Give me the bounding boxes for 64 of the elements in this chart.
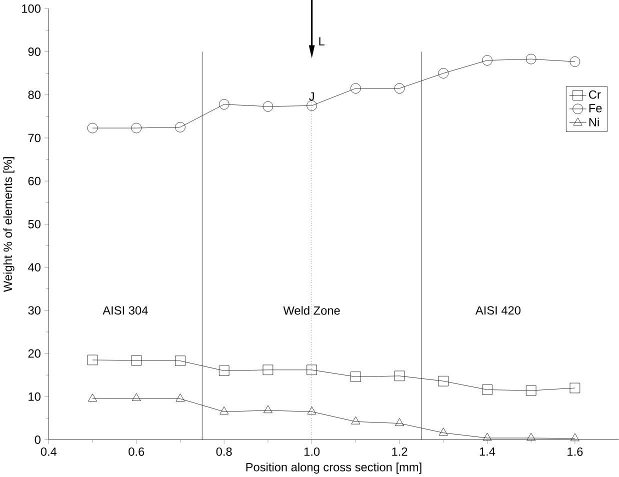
point (351, 416, 360, 424)
annotation: L (319, 37, 324, 46)
point (87, 122, 98, 134)
point (526, 385, 536, 396)
y-tick-label: 90 (28, 48, 41, 56)
point (394, 83, 405, 94)
point (570, 382, 580, 394)
point (218, 99, 230, 110)
point (394, 370, 405, 382)
point (570, 56, 580, 67)
point (350, 372, 361, 382)
y-tick-label: 80 (28, 90, 41, 100)
y-tick-label: 70 (28, 134, 41, 142)
y-tick-label: 100 (22, 4, 41, 13)
point (132, 393, 141, 402)
x-tick-label: 1.0 (304, 447, 320, 456)
point (175, 122, 186, 132)
y-tick-label: 20 (28, 349, 41, 358)
annotation: AISI 304 (102, 306, 148, 315)
y-tick-label: 50 (28, 220, 41, 228)
point (307, 406, 316, 414)
x-tick-label: 0.6 (128, 447, 144, 456)
x-tick-label: 0.8 (216, 447, 232, 456)
x-tick-label: 1.4 (480, 447, 496, 456)
point (306, 100, 317, 111)
point (220, 406, 229, 414)
y-tick-label: 60 (28, 176, 41, 186)
point (131, 122, 142, 134)
annotation: Weld Zone (283, 306, 340, 315)
point (482, 432, 492, 441)
point (262, 101, 274, 112)
point (306, 364, 317, 376)
point (350, 83, 361, 94)
legend-label: Cr (589, 90, 601, 99)
point (482, 55, 492, 66)
point (438, 428, 448, 436)
annotation: AISI 420 (475, 306, 520, 315)
x-axis-title: Position along cross section [mm] (246, 462, 422, 474)
legend-label: Ni (589, 118, 599, 126)
point (263, 405, 272, 414)
point (526, 432, 536, 441)
point (218, 366, 230, 376)
point (87, 354, 98, 366)
point (438, 68, 449, 78)
x-tick-label: 0.4 (40, 447, 57, 456)
point (175, 356, 186, 366)
y-tick-label: 30 (28, 306, 41, 315)
point (131, 355, 142, 366)
point (88, 394, 98, 402)
y-axis-title: Weight % of elements [%] (3, 157, 14, 292)
point (570, 433, 580, 442)
x-tick-label: 1.6 (568, 447, 583, 456)
point (176, 394, 185, 402)
point (395, 418, 404, 426)
point (526, 54, 536, 64)
point (438, 376, 449, 386)
ref-line-label: J (309, 92, 314, 101)
legend-label: Fe (589, 104, 602, 112)
x-tick-label: 1.2 (392, 447, 408, 456)
point (262, 364, 274, 376)
point (482, 384, 492, 395)
y-tick-label: 10 (28, 392, 41, 401)
y-tick-label: 0 (34, 436, 41, 444)
y-tick-label: 40 (28, 263, 41, 272)
